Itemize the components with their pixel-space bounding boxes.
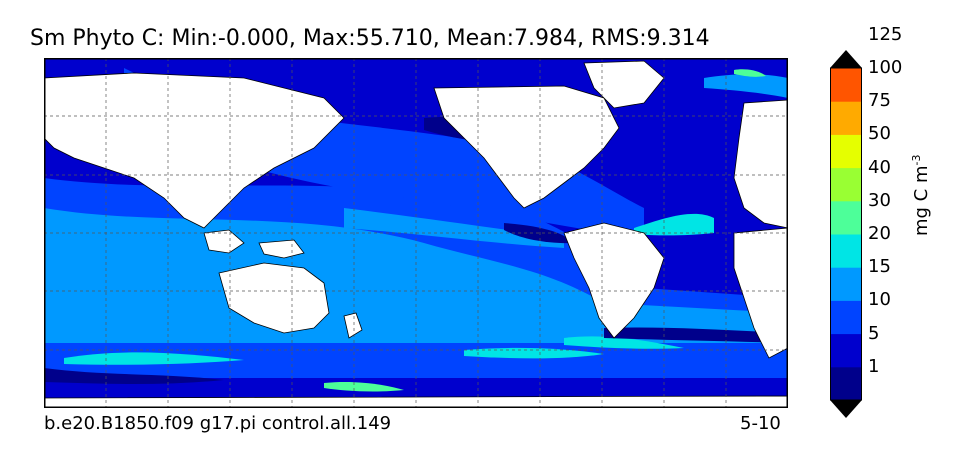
land-australia	[218, 262, 330, 334]
antarctic-bloom	[324, 381, 404, 392]
land-borneo	[203, 229, 245, 254]
land-europe-africa	[733, 99, 788, 229]
colorbar-unit-label: mg C m-3	[910, 155, 932, 236]
land-new-zealand	[343, 312, 363, 339]
southern-dark-2	[604, 327, 788, 343]
ocean-band-tropic	[344, 208, 564, 248]
land-south-america	[563, 222, 665, 339]
southern-dark-1	[44, 368, 224, 384]
colorbar	[830, 50, 862, 418]
colorbar-frame	[830, 67, 862, 401]
period-label: 5-10	[740, 413, 781, 434]
colorbar-extend-max	[830, 50, 862, 68]
colorbar-segment	[830, 167, 862, 202]
case-label: b.e20.B1850.f09 g17.pi control.all.149	[44, 413, 392, 434]
colorbar-tick-label: 5	[868, 322, 880, 344]
colorbar-tick-label: 10	[868, 289, 891, 311]
colorbar-extend-min	[830, 400, 862, 418]
colorbar-tick-label: 75	[868, 90, 891, 112]
colorbar-segment	[830, 101, 862, 135]
colorbar-tick-label: 50	[868, 123, 891, 145]
colorbar-tick-label: 1	[868, 355, 880, 377]
colorbar-segment	[830, 68, 862, 102]
colorbar-segment	[830, 300, 862, 335]
graticule	[44, 58, 788, 408]
map-frame	[44, 58, 788, 408]
southern-cyan-2	[464, 347, 604, 359]
land-africa	[733, 227, 788, 359]
land-north-america	[433, 85, 620, 209]
colorbar-segment	[830, 234, 862, 268]
unit-text: mg C m	[911, 165, 932, 236]
colorbar-tick-label: 40	[868, 156, 891, 178]
colorbar-tick-label: 15	[868, 256, 891, 278]
colorbar-segment	[830, 267, 862, 301]
arctic-bloom	[734, 69, 766, 77]
southern-cyan-1	[64, 352, 244, 365]
map-panel	[44, 58, 788, 408]
colorbar-segment	[830, 333, 862, 368]
colorbar-graphic	[830, 50, 862, 418]
unit-exponent: -3	[910, 154, 923, 166]
land-greenland	[583, 60, 665, 109]
colorbar-tick-label: 125	[868, 23, 903, 45]
arctic-light	[704, 74, 788, 98]
land-eurasia	[44, 72, 345, 229]
atlantic-cyan	[634, 213, 714, 236]
colorbar-segment	[830, 200, 862, 235]
ocean-map	[44, 58, 788, 408]
colorbar-tick-label: 30	[868, 189, 891, 211]
land-new-guinea	[258, 239, 305, 259]
southern-cyan-3	[564, 336, 684, 349]
colorbar-segment	[830, 366, 862, 401]
colorbar-segment	[830, 134, 862, 169]
colorbar-tick-label: 20	[868, 223, 891, 244]
figure-title: Sm Phyto C: Min:-0.000, Max:55.710, Mean…	[30, 26, 710, 51]
colorbar-tick-label: 100	[868, 57, 903, 78]
